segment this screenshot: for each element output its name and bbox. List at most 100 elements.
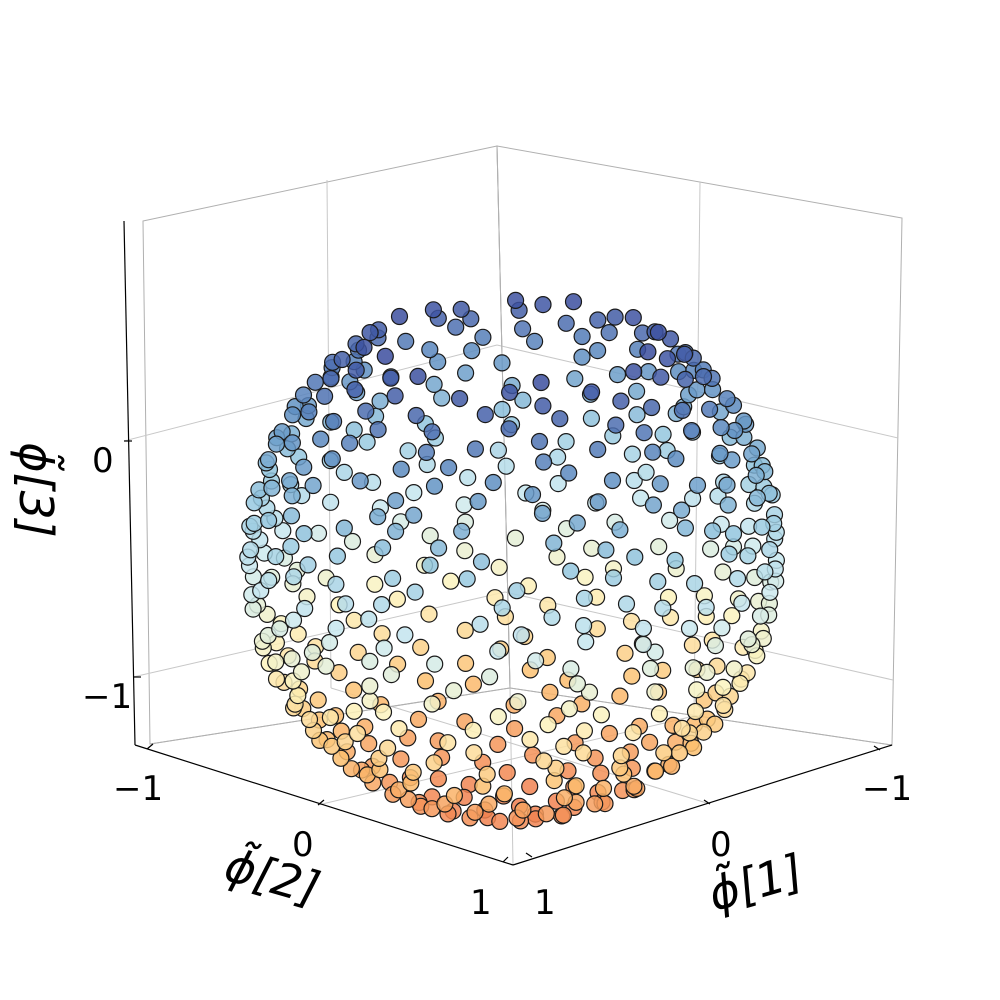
scatter-point xyxy=(345,611,363,629)
scatter-point xyxy=(296,599,314,618)
scatter-point xyxy=(627,382,646,400)
scatter-point xyxy=(295,458,313,476)
scatter-point xyxy=(592,764,610,782)
scatter-point xyxy=(361,692,379,710)
scatter-point xyxy=(628,406,646,424)
scatter-point xyxy=(711,444,729,462)
scatter-point xyxy=(545,534,563,552)
scatter-point xyxy=(424,301,442,319)
scatter-point xyxy=(688,476,707,494)
scatter-point xyxy=(521,730,539,749)
z-tick-label-neg1: −1 xyxy=(82,677,132,717)
scatter-point xyxy=(405,484,423,502)
scatter-point xyxy=(634,635,652,654)
x-tick-label-neg1: −1 xyxy=(862,769,912,809)
scatter-point xyxy=(512,626,530,644)
scatter-point xyxy=(481,668,499,686)
scatter-point xyxy=(267,670,286,688)
scatter-point xyxy=(300,403,318,421)
scatter-point xyxy=(582,383,601,401)
scatter-point xyxy=(294,386,313,404)
scatter-point xyxy=(349,643,367,662)
scatter-point xyxy=(464,675,482,693)
scatter-point xyxy=(564,293,583,311)
scatter-point xyxy=(489,642,507,660)
scatter-point xyxy=(575,589,594,607)
scatter-point xyxy=(289,686,307,705)
scatter-point xyxy=(376,347,394,365)
scatter-point xyxy=(445,786,463,805)
scatter-point xyxy=(666,551,684,569)
scatter-point xyxy=(392,750,410,768)
scatter-point xyxy=(463,342,481,360)
scatter-point xyxy=(387,492,405,510)
scatter-point xyxy=(731,674,749,693)
scatter-point xyxy=(429,770,447,788)
scatter-point xyxy=(562,562,580,580)
scatter-point xyxy=(390,307,409,326)
scatter-point xyxy=(433,389,451,407)
scatter-point xyxy=(323,450,341,468)
scatter-point xyxy=(303,643,321,662)
scatter-point xyxy=(369,421,387,439)
scatter-point xyxy=(458,570,476,588)
scatter-point xyxy=(650,538,668,556)
scatter-point xyxy=(300,710,319,729)
scatter-point xyxy=(583,539,601,557)
scatter-point xyxy=(283,650,301,668)
scatter-point xyxy=(600,724,619,743)
scatter-point xyxy=(493,599,511,617)
scatter-point xyxy=(526,652,545,670)
scatter-point xyxy=(489,735,507,754)
scatter-point xyxy=(373,625,391,643)
scatter-point xyxy=(407,406,425,425)
scatter-point xyxy=(557,433,575,451)
scatter-point xyxy=(429,353,447,371)
scatter-point xyxy=(387,522,405,541)
scatter-point xyxy=(409,367,427,385)
scatter-point xyxy=(374,539,392,557)
scatter-point xyxy=(651,475,669,493)
scatter-point xyxy=(375,639,393,657)
scatter-point xyxy=(282,537,300,556)
scatter-point xyxy=(530,432,549,451)
scatter-point xyxy=(701,540,720,558)
z-axis-label: ϕ̃[3] xyxy=(9,442,64,538)
scatter-point xyxy=(646,683,664,701)
scatter-point xyxy=(328,547,346,565)
scatter-point xyxy=(649,323,668,341)
scatter-point xyxy=(309,524,328,542)
scatter-point xyxy=(682,422,701,440)
scatter-point xyxy=(589,493,607,511)
scatter-point xyxy=(505,719,524,738)
scatter-point xyxy=(322,370,340,388)
scatter-point xyxy=(658,350,677,368)
scatter-point xyxy=(348,724,367,743)
scatter-point xyxy=(514,391,532,409)
scatter-point xyxy=(382,665,400,684)
scatter-point xyxy=(644,496,663,514)
scatter-point xyxy=(576,568,594,586)
scatter-point xyxy=(267,435,285,453)
scatter-point xyxy=(490,558,508,577)
scatter-point xyxy=(489,707,507,726)
scatter-point xyxy=(589,311,607,329)
scatter-point xyxy=(445,682,463,700)
scatter-point xyxy=(625,777,643,795)
scatter-point xyxy=(685,574,704,593)
scatter-point xyxy=(421,341,439,359)
scatter-point xyxy=(343,532,362,551)
scatter-point xyxy=(335,463,353,481)
scatter-point xyxy=(274,522,292,540)
scatter-point xyxy=(580,683,599,701)
scatter-point xyxy=(337,595,355,613)
scatter-point xyxy=(417,443,435,461)
scatter-point xyxy=(306,373,324,391)
scatter-point xyxy=(573,348,591,366)
scatter-point xyxy=(513,320,532,338)
scatter-point xyxy=(586,795,604,813)
scatter-point xyxy=(459,469,477,487)
scatter-point xyxy=(725,660,743,678)
scatter-point xyxy=(739,630,757,648)
scatter-point xyxy=(271,620,289,638)
